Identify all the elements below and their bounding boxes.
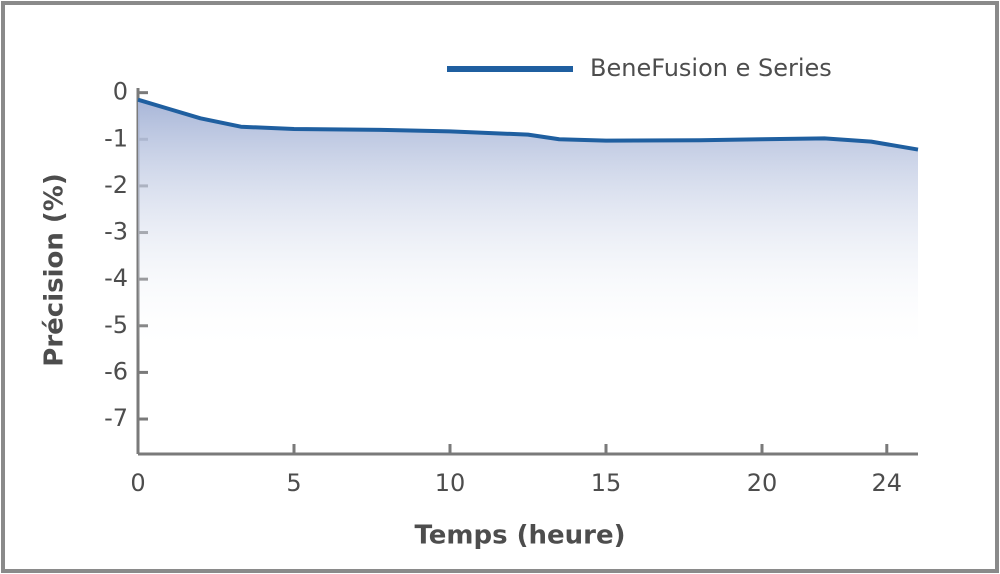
x-tick-label: 10 bbox=[435, 469, 466, 497]
area-fill bbox=[138, 99, 918, 354]
y-tick-label: -5 bbox=[104, 311, 128, 339]
y-axis-title: Précision (%) bbox=[40, 173, 70, 366]
x-tick-label: 24 bbox=[872, 469, 903, 497]
y-tick-label: -6 bbox=[104, 357, 128, 385]
x-tick-label: 20 bbox=[747, 469, 778, 497]
y-tick-label: -3 bbox=[104, 218, 128, 246]
x-axis-title: Temps (heure) bbox=[414, 521, 625, 551]
y-tick-label: -1 bbox=[104, 124, 128, 152]
x-tick-label: 15 bbox=[591, 469, 622, 497]
y-tick-label: -7 bbox=[104, 404, 128, 432]
line bbox=[137, 97, 919, 152]
x-tick-label: 5 bbox=[286, 469, 301, 497]
y-tick-label: -2 bbox=[104, 171, 128, 199]
y-tick-label: -4 bbox=[104, 264, 128, 292]
legend-label: BeneFusion e Series bbox=[590, 54, 832, 82]
x-tick-label: 0 bbox=[130, 469, 145, 497]
y-tick-label: 0 bbox=[113, 78, 128, 106]
